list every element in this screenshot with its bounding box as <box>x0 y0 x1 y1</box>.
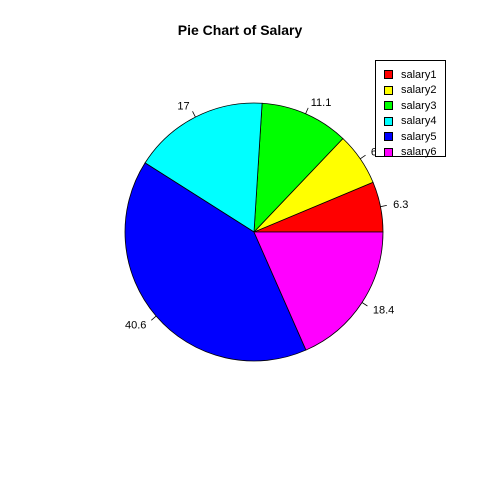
pie-label-tick <box>305 107 309 114</box>
pie-slice-label: 18.4 <box>373 305 394 317</box>
legend-swatch <box>384 70 393 80</box>
legend-item-salary3: salary3 <box>384 98 445 114</box>
pie-slice-salary5 <box>124 162 307 362</box>
legend-item-salary6: salary6 <box>384 145 445 161</box>
pie-slice-label: 17 <box>177 101 189 113</box>
pie-label-tick <box>151 315 157 321</box>
pie-slice-salary3 <box>253 102 344 234</box>
legend-label: salary1 <box>401 68 437 81</box>
legend-swatch <box>384 116 393 126</box>
legend-label: salary4 <box>401 115 437 128</box>
legend-label: salary6 <box>401 146 437 159</box>
legend-swatch <box>384 85 393 95</box>
legend-item-salary1: salary1 <box>384 67 445 83</box>
legend: salary1 salary2 salary3 salary4 salary5 salar… <box>375 60 446 158</box>
legend-item-salary5: salary5 <box>384 129 445 145</box>
pie-slice-label: 6.3 <box>393 199 408 211</box>
pie-label-tick <box>380 204 387 208</box>
pie-slice-label: 11.1 <box>311 97 332 109</box>
pie-slice-salary4 <box>144 102 263 233</box>
pie-label-tick <box>192 111 196 118</box>
legend-swatch <box>384 101 393 111</box>
chart-title: Pie Chart of Salary <box>177 22 303 38</box>
legend-item-salary2: salary2 <box>384 83 445 99</box>
pie-label-tick <box>361 302 368 307</box>
pie-label-tick <box>360 154 366 160</box>
pie-slice-salary6 <box>253 231 384 351</box>
legend-item-salary4: salary4 <box>384 114 445 130</box>
legend-label: salary5 <box>401 130 437 143</box>
legend-label: salary3 <box>401 99 437 112</box>
legend-swatch <box>384 147 393 157</box>
pie-slice-label: 40.6 <box>125 319 146 331</box>
legend-swatch <box>384 132 393 142</box>
legend-label: salary2 <box>401 84 437 97</box>
